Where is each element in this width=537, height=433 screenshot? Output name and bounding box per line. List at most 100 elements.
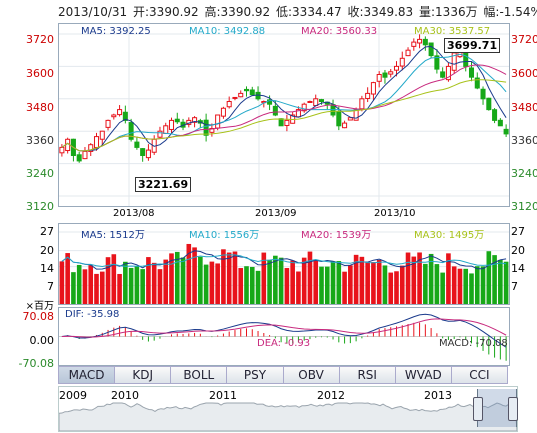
vol-ma5-line bbox=[61, 250, 507, 270]
price-pane[interactable]: MA5: 3392.25 MA10: 3492.88 MA20: 3560.33… bbox=[58, 23, 510, 219]
ma30-line bbox=[61, 79, 507, 152]
month-label-aug: 2013/08 bbox=[113, 208, 155, 219]
candle-body bbox=[203, 119, 209, 136]
volume-bar bbox=[163, 259, 169, 304]
volume-bar bbox=[498, 259, 503, 304]
tab-psy[interactable]: PSY bbox=[227, 366, 284, 384]
ma5-line bbox=[61, 45, 507, 152]
volume-bar bbox=[353, 254, 359, 304]
candle-body bbox=[399, 57, 405, 67]
dea-line bbox=[61, 318, 507, 338]
volume-bar bbox=[348, 265, 353, 304]
volume-bar bbox=[111, 254, 117, 304]
candle-body bbox=[128, 122, 134, 140]
volume-bar bbox=[359, 256, 365, 304]
candle-body bbox=[411, 41, 417, 47]
macd-pane[interactable]: DIF: -35.98 DEA: -0.93 MACD: -70.08 bbox=[58, 307, 510, 366]
range-handle-right[interactable] bbox=[508, 397, 518, 421]
volume-pane[interactable]: MA5: 1512万 MA10: 1556万 MA20: 1539万 MA30:… bbox=[58, 223, 510, 305]
volume-bar bbox=[301, 257, 307, 304]
volume-bar bbox=[128, 267, 134, 304]
candle-body bbox=[59, 146, 65, 154]
candle-body bbox=[434, 55, 440, 70]
volume-bar bbox=[221, 249, 226, 304]
volume-bar bbox=[105, 257, 111, 304]
tab-kdj[interactable]: KDJ bbox=[115, 366, 172, 384]
range-handle-left[interactable] bbox=[473, 397, 483, 421]
tab-wvad[interactable]: WVAD bbox=[395, 366, 452, 384]
candle-body bbox=[220, 107, 226, 117]
volume-bar bbox=[503, 261, 509, 304]
year-2011: 2011 bbox=[209, 389, 237, 402]
tab-obv[interactable]: OBV bbox=[283, 366, 340, 384]
volume-bar bbox=[319, 266, 324, 304]
low-callout: 3221.69 bbox=[135, 177, 192, 192]
volume-bar bbox=[457, 268, 463, 304]
candle-body bbox=[370, 82, 376, 95]
tab-macd[interactable]: MACD bbox=[58, 366, 116, 384]
candle-body bbox=[82, 150, 88, 160]
volume-bar bbox=[399, 265, 405, 304]
price-axis-right-3360: 3360 bbox=[511, 134, 537, 147]
candle-body bbox=[226, 101, 232, 108]
volume-bar bbox=[446, 253, 451, 304]
vol-axis-right-20: 20 bbox=[511, 244, 525, 257]
candle-body bbox=[440, 71, 446, 78]
volume-bar bbox=[296, 271, 301, 304]
candle-body bbox=[307, 101, 313, 103]
quote-volume: 量:1336万 bbox=[419, 5, 478, 19]
volume-bar bbox=[273, 255, 278, 304]
candle-body bbox=[474, 77, 480, 89]
volume-bar bbox=[365, 262, 370, 304]
volume-bar bbox=[451, 266, 457, 304]
volume-bar bbox=[151, 262, 157, 304]
candle-body bbox=[163, 125, 169, 134]
quote-open: 开:3390.92 bbox=[133, 5, 199, 19]
candle-body bbox=[301, 103, 307, 112]
price-axis-right-3240: 3240 bbox=[511, 167, 537, 180]
vol-axis-20: 20 bbox=[40, 244, 54, 257]
volume-bar bbox=[249, 266, 255, 304]
price-axis-left-3720: 3720 bbox=[26, 33, 54, 46]
volume-bar bbox=[76, 264, 82, 304]
volume-bar bbox=[440, 272, 445, 304]
candle-body bbox=[174, 118, 180, 123]
macd-axis-top: 70.08 bbox=[22, 310, 55, 323]
candle-body bbox=[445, 65, 451, 81]
volume-bar bbox=[463, 268, 469, 304]
volume-bar bbox=[336, 261, 342, 304]
volume-bar bbox=[324, 266, 330, 304]
candle-body bbox=[428, 42, 434, 57]
volume-bar bbox=[290, 260, 295, 304]
volume-bar bbox=[99, 271, 105, 304]
candle-body bbox=[422, 38, 428, 46]
ma30-label: MA30: 3537.57 bbox=[414, 26, 491, 37]
candle-body bbox=[347, 117, 353, 121]
tab-boll[interactable]: BOLL bbox=[171, 366, 228, 384]
volume-bar bbox=[203, 264, 209, 304]
dif-label: DIF: -35.98 bbox=[65, 309, 120, 320]
volume-bar bbox=[307, 251, 313, 304]
volume-bar bbox=[388, 272, 394, 304]
year-2013: 2013 bbox=[424, 389, 452, 402]
candle-body bbox=[168, 119, 175, 130]
candle-body bbox=[359, 98, 365, 110]
volume-bar bbox=[428, 253, 434, 304]
volume-bar bbox=[480, 266, 486, 304]
high-callout: 3699.71 bbox=[444, 38, 501, 53]
volume-bar bbox=[82, 269, 88, 304]
vol-axis-14: 14 bbox=[40, 262, 54, 275]
volume-bar bbox=[244, 266, 249, 304]
quote-change: 幅:-1.54% bbox=[483, 5, 537, 19]
candle-body bbox=[140, 148, 146, 156]
vol-ma10-label: MA10: 1556万 bbox=[189, 230, 260, 241]
overview-navigator[interactable]: 2009 2010 2011 2012 2013 bbox=[58, 386, 518, 432]
tab-rsi[interactable]: RSI bbox=[339, 366, 396, 384]
macd-chart bbox=[59, 313, 509, 361]
candle-body bbox=[486, 97, 492, 111]
volume-bar bbox=[423, 263, 428, 304]
tab-cci[interactable]: CCI bbox=[451, 366, 508, 384]
volume-bar bbox=[411, 256, 417, 304]
volume-bar bbox=[192, 247, 197, 304]
overview-sparkline bbox=[59, 402, 517, 431]
